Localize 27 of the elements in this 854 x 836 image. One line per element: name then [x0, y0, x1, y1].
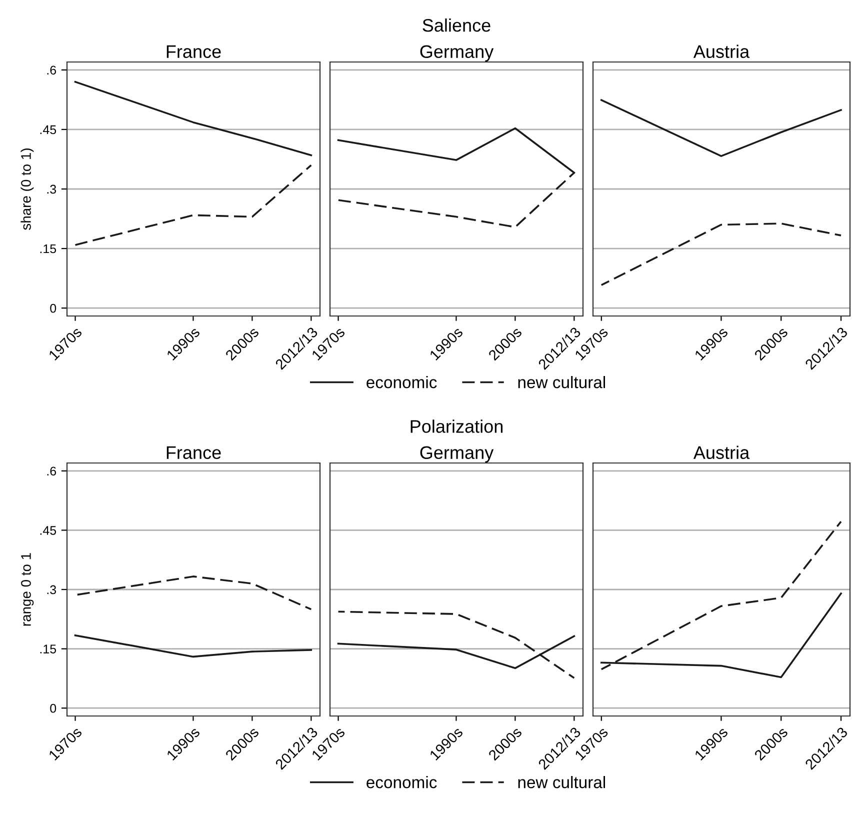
- line-series: [74, 164, 312, 246]
- y-tick-label: .6: [47, 66, 56, 75]
- legend-label: new cultural: [518, 376, 606, 388]
- y-tick-label: 0: [50, 304, 56, 313]
- y-tick-label: .6: [47, 466, 56, 476]
- chart-subtitle: Austria: [693, 44, 750, 58]
- y-tick-label: .45: [40, 526, 56, 535]
- y-axis-title: share (0 to 1): [20, 148, 34, 230]
- chart-title: Salience: [422, 18, 490, 32]
- y-tick-label: .15: [40, 244, 56, 254]
- chart-subtitle: Austria: [693, 446, 750, 460]
- chart-subtitle: Germany: [420, 45, 494, 62]
- chart-subtitle: France: [166, 45, 221, 58]
- y-axis-title: range 0 to 1: [21, 553, 34, 626]
- y-tick-label: .3: [47, 184, 56, 194]
- y-tick-label: 0: [50, 704, 56, 713]
- legend-label: new cultural: [518, 776, 606, 788]
- line-series: [74, 634, 312, 658]
- line-series: [74, 80, 312, 156]
- y-tick-label: .3: [47, 585, 56, 594]
- y-tick-label: .45: [40, 125, 56, 134]
- y-tick-label: .15: [40, 644, 56, 654]
- chart-title: Polarization: [410, 420, 502, 433]
- legend-label: economic: [366, 376, 437, 388]
- legend-label: economic: [366, 776, 437, 788]
- chart-subtitle: France: [166, 446, 221, 460]
- chart-subtitle: Germany: [420, 446, 494, 463]
